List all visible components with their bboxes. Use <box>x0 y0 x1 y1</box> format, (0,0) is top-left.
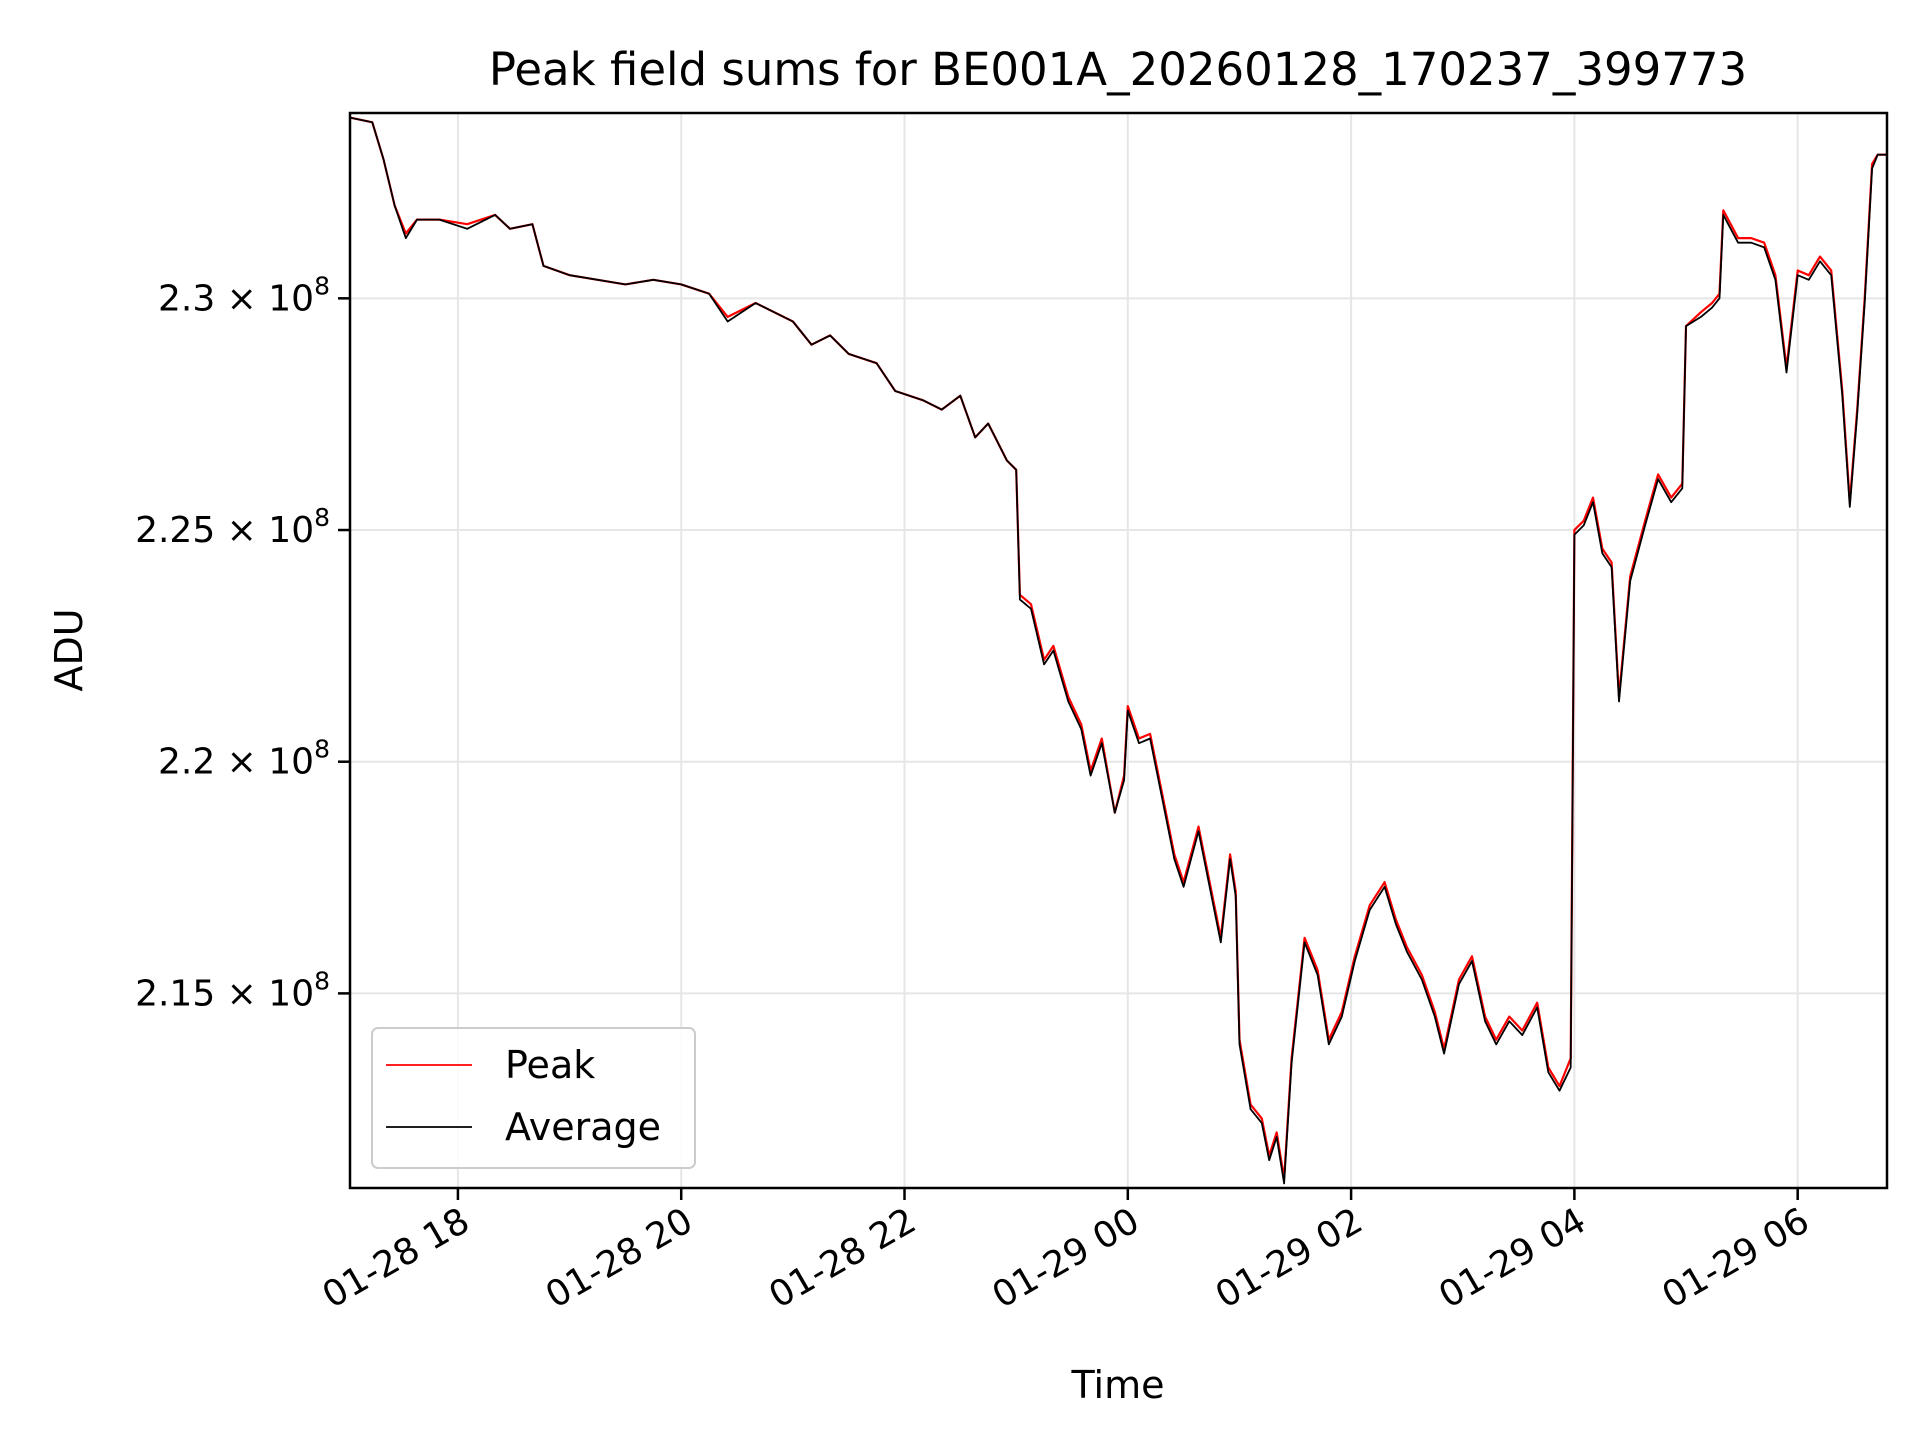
y-tick-label: 2.25 × 108 <box>135 503 330 551</box>
x-tick-label: 01-28 22 <box>762 1200 923 1316</box>
plot-frame <box>348 111 1889 1190</box>
y-axis-label: ADU <box>47 608 91 691</box>
y-tick-label: 2.15 × 108 <box>135 966 330 1014</box>
x-tick-label: 01-28 18 <box>316 1200 477 1316</box>
x-tick-label: 01-29 02 <box>1209 1200 1370 1316</box>
legend-label-average: Average <box>505 1105 661 1149</box>
grid <box>350 113 1887 1188</box>
legend-box <box>371 1027 696 1169</box>
y-tick-label: 2.2 × 108 <box>158 735 330 783</box>
series-layer <box>349 116 1887 1185</box>
series-line-average <box>349 116 1887 1185</box>
x-axis: 01-28 18 01-28 20 01-28 22 01-29 00 01-29 02… <box>316 1188 1816 1317</box>
chart-title: Peak field sums for BE001A_20260128_1702… <box>489 43 1747 96</box>
x-tick-label: 01-29 06 <box>1656 1200 1817 1316</box>
x-tick-label: 01-29 00 <box>986 1200 1147 1316</box>
x-tick-label: 01-29 04 <box>1432 1200 1593 1316</box>
x-tick-label: 01-28 20 <box>539 1200 700 1316</box>
x-axis-label: Time <box>1071 1363 1165 1407</box>
legend: Peak Average <box>371 1027 696 1169</box>
y-tick-label: 2.3 × 108 <box>158 271 330 319</box>
legend-label-peak: Peak <box>505 1043 595 1087</box>
y-axis: 2.15 × 108 2.2 × 108 2.25 × 108 2.3 × 108 <box>135 271 350 1014</box>
